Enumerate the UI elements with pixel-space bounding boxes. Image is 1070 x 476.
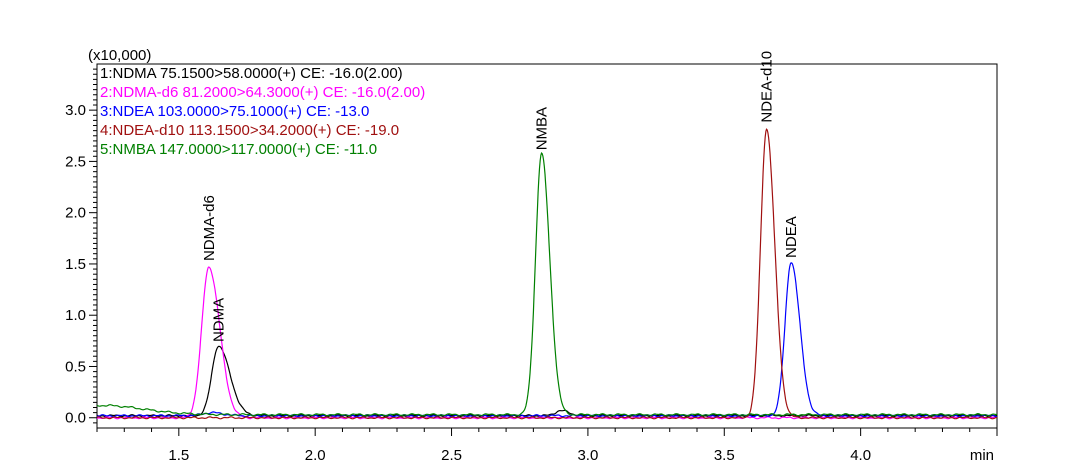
legend: 1:NDMA 75.1500>58.0000(+) CE: -16.0(2.00…: [100, 65, 425, 158]
series-line-5: [96, 152, 998, 417]
y-tick-label: 1.0: [65, 307, 86, 324]
x-tick-label: 3.0: [577, 447, 598, 464]
y-tick-label: 1.5: [65, 256, 86, 273]
y-tick-label: 0.5: [65, 358, 86, 375]
trace-lines: [96, 128, 998, 420]
peak-label: NDMA: [210, 298, 227, 342]
series-line-3: [96, 262, 998, 418]
plot-area: [96, 63, 998, 429]
x-tick-label: 2.0: [305, 447, 326, 464]
peak-label: NDEA: [783, 216, 800, 258]
peak-label: NDEA-d10: [759, 51, 776, 123]
peak-label: NMBA: [534, 107, 551, 150]
x-tick-label: 4.0: [850, 447, 871, 464]
y-scale-note: (x10,000): [88, 47, 151, 64]
y-tick-label: 3.0: [65, 102, 86, 119]
legend-entry: 2:NDMA-d6 81.2000>64.3000(+) CE: -16.0(2…: [100, 84, 425, 101]
series-line-1: [96, 345, 998, 418]
plot-frame: [96, 63, 998, 429]
peak-labels: NDMA-d6 NDMA NMBA NDEA-d10 NDEA: [201, 51, 800, 342]
y-tick-label: 0.0: [65, 410, 86, 427]
x-tick-label: 3.5: [714, 447, 735, 464]
x-tick-label: 2.5: [441, 447, 462, 464]
series-line-2: [96, 266, 998, 420]
legend-entry: 1:NDMA 75.1500>58.0000(+) CE: -16.0(2.00…: [100, 65, 403, 82]
y-tick-label: 2.0: [65, 205, 86, 222]
legend-entry: 5:NMBA 147.0000>117.0000(+) CE: -11.0: [100, 141, 377, 158]
legend-entry: 3:NDEA 103.0000>75.1000(+) CE: -13.0: [100, 103, 369, 120]
peak-label: NDMA-d6: [201, 195, 218, 261]
x-axis-label: min: [970, 447, 994, 464]
legend-entry: 4:NDEA-d10 113.1500>34.2000(+) CE: -19.0: [100, 122, 399, 139]
x-tick-label: 1.5: [168, 447, 189, 464]
y-tick-label: 2.5: [65, 153, 86, 170]
axis-ticks: 1.5 2.0 2.5 3.0 3.5 4.0 min 0.0 0.5 1.0 1.5 2.0 2.5 3…: [65, 68, 998, 464]
series-line-4: [96, 128, 997, 420]
